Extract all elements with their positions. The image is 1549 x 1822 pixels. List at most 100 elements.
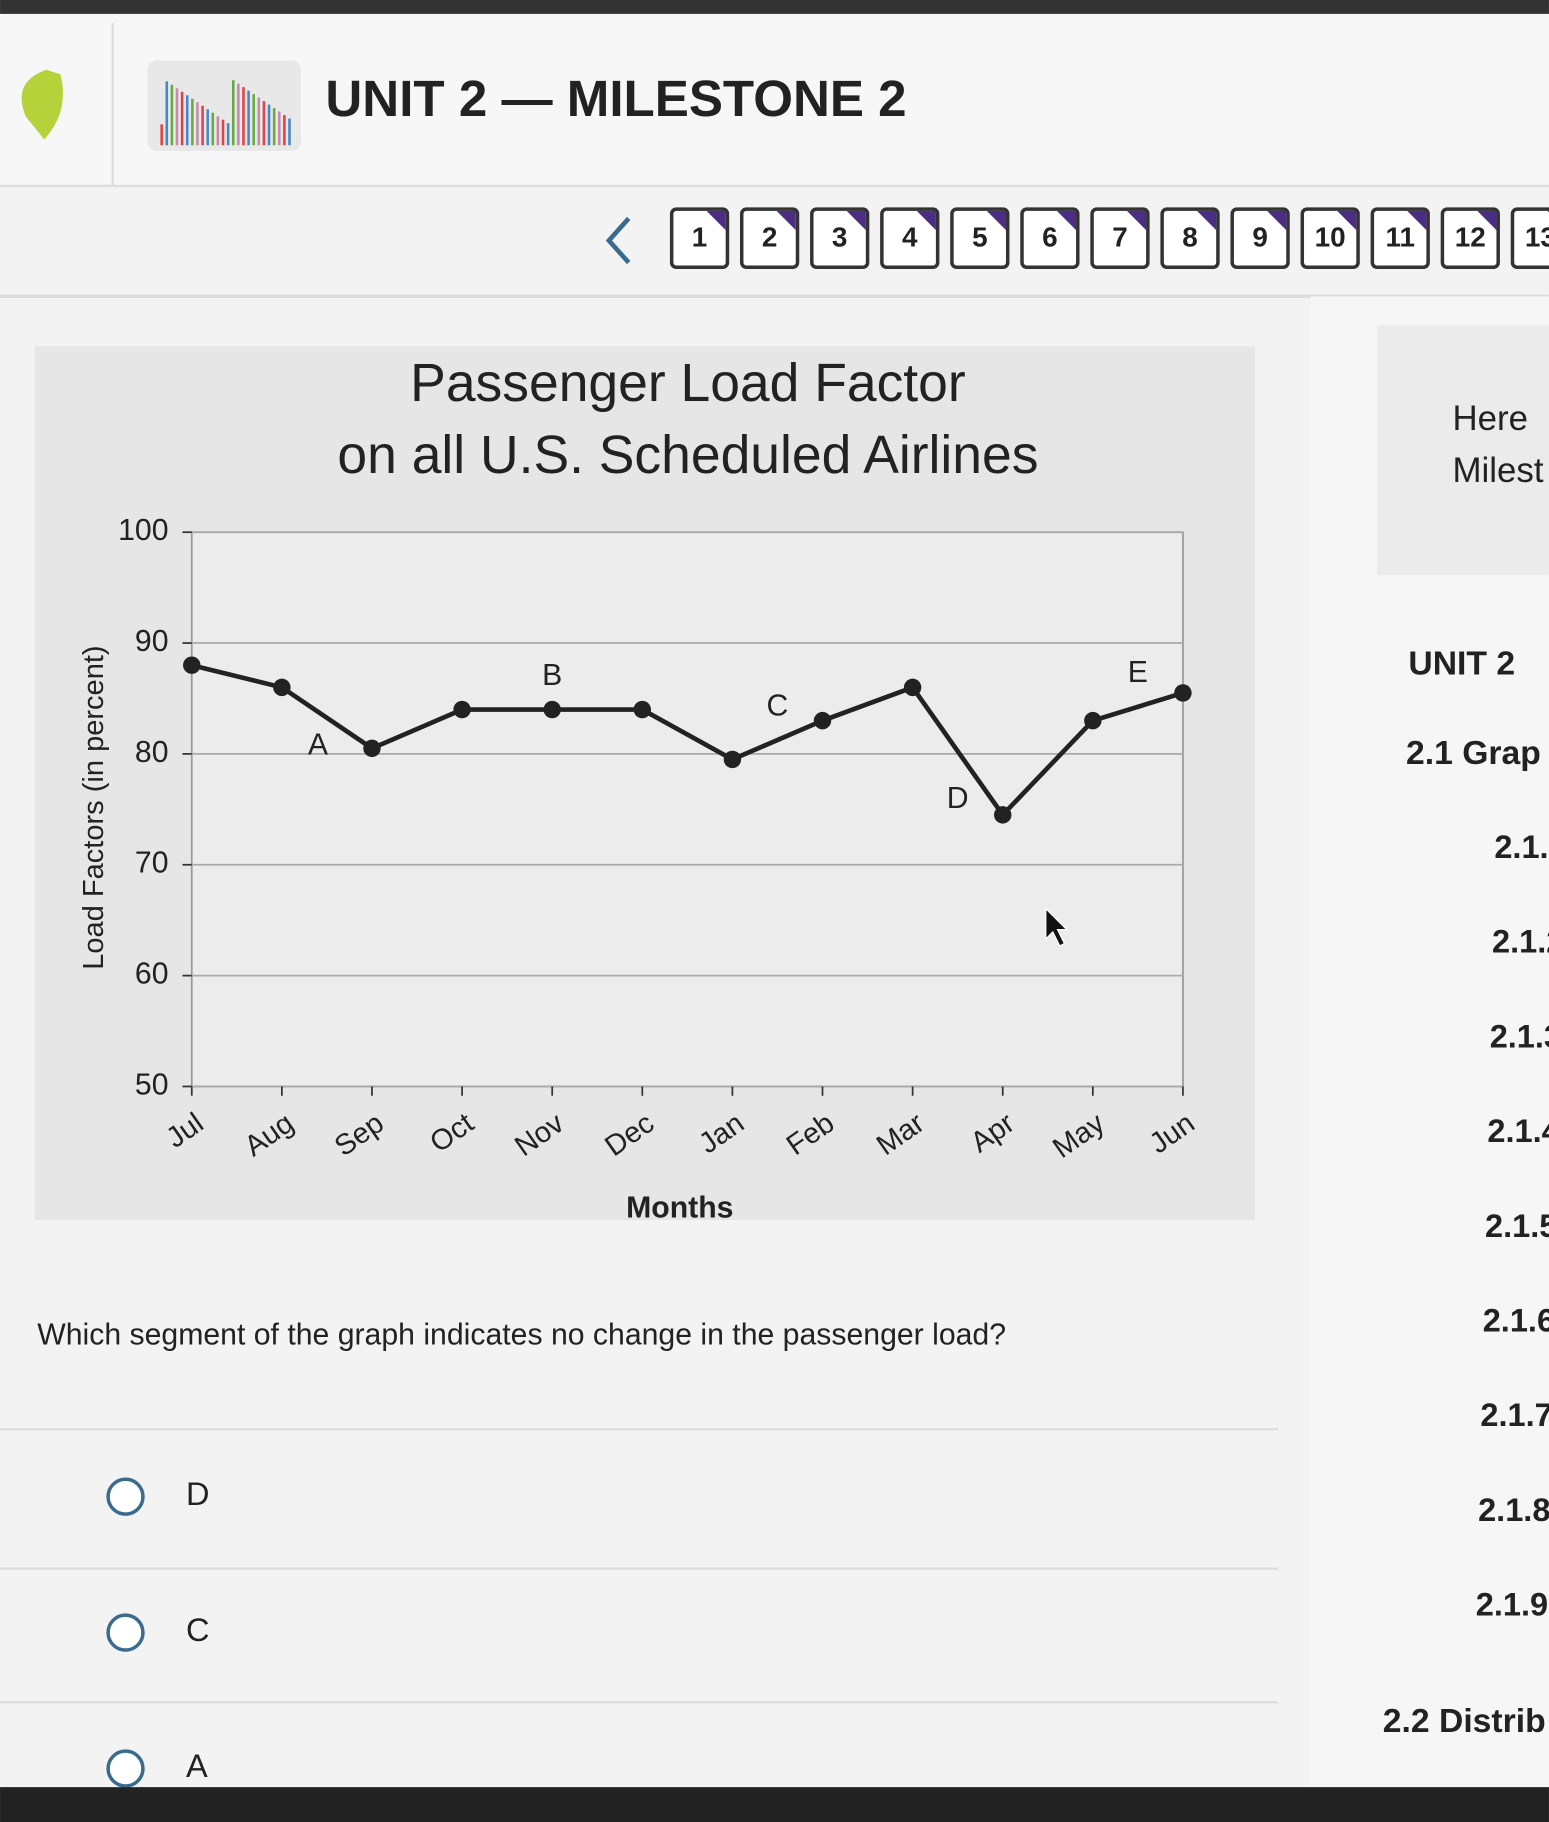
icon-bar bbox=[272, 108, 276, 146]
page-number: 5 bbox=[972, 222, 988, 253]
subsection-link[interactable]: 2.1.8 bbox=[1478, 1492, 1549, 1528]
page-button[interactable]: 2 bbox=[739, 207, 800, 270]
plot-area bbox=[190, 531, 1184, 1088]
data-point bbox=[723, 750, 742, 769]
subsection-link[interactable]: 2.1.7 bbox=[1480, 1397, 1549, 1433]
icon-bar bbox=[216, 116, 220, 146]
chart-subtitle: on all U.S. Scheduled Airlines bbox=[337, 426, 1038, 485]
page-button[interactable]: 9 bbox=[1230, 207, 1290, 270]
page-button[interactable]: 4 bbox=[880, 207, 940, 270]
page-button[interactable]: 7 bbox=[1090, 207, 1150, 270]
option-label: D bbox=[186, 1476, 209, 1512]
data-point bbox=[813, 711, 832, 730]
segment-label: A bbox=[308, 729, 329, 762]
data-point bbox=[273, 678, 291, 697]
page-button[interactable]: 3 bbox=[810, 207, 870, 270]
icon-bar bbox=[165, 81, 169, 146]
data-line bbox=[191, 662, 1184, 819]
sidebar-intro-box bbox=[1376, 325, 1549, 576]
data-point bbox=[1174, 684, 1192, 702]
subsection-link[interactable]: 2.1.6 bbox=[1483, 1303, 1549, 1339]
icon-bar bbox=[242, 87, 245, 146]
page-box bbox=[950, 207, 1010, 270]
x-axis-label: Months bbox=[626, 1192, 733, 1225]
icon-bar bbox=[170, 84, 174, 146]
page-number: 2 bbox=[762, 222, 778, 253]
subsection-link[interactable]: 2.1.9 bbox=[1476, 1587, 1548, 1623]
subsection-link[interactable]: 2.1.1 bbox=[1494, 829, 1549, 865]
subsection-link[interactable]: 2.1.2 bbox=[1492, 924, 1549, 960]
page-button[interactable]: 10 bbox=[1300, 207, 1360, 270]
segment-label: C bbox=[767, 689, 789, 722]
data-point bbox=[633, 700, 652, 719]
page-number: 12 bbox=[1455, 222, 1486, 253]
icon-bar bbox=[226, 123, 230, 146]
icon-bar bbox=[180, 91, 184, 146]
page-button[interactable]: 13 bbox=[1510, 207, 1549, 269]
option[interactable]: C bbox=[106, 1612, 209, 1652]
cursor bbox=[1045, 907, 1069, 947]
icon-bar bbox=[191, 98, 194, 146]
page-button[interactable]: 5 bbox=[950, 207, 1010, 270]
section-link[interactable]: 2.2 Distrib bbox=[1383, 1703, 1546, 1740]
page-button[interactable]: 11 bbox=[1370, 207, 1430, 270]
icon-bar bbox=[252, 94, 255, 146]
subsection-link[interactable]: 2.1.5 bbox=[1485, 1208, 1549, 1244]
top-bezel bbox=[0, 0, 1549, 14]
y-tick-label: 90 bbox=[135, 625, 169, 658]
nav: 12345678910111213 bbox=[669, 207, 1549, 270]
intro-text: Milest bbox=[1453, 451, 1544, 490]
icon-bar bbox=[185, 95, 189, 146]
radio bbox=[106, 1477, 145, 1516]
page-box bbox=[1440, 207, 1500, 270]
y-tick-label: 50 bbox=[135, 1068, 169, 1101]
radio bbox=[106, 1613, 145, 1652]
icon-bar bbox=[211, 112, 215, 146]
icon-bar bbox=[283, 115, 286, 146]
prev-button[interactable] bbox=[605, 216, 631, 265]
subsection-link[interactable]: 2.1.3 bbox=[1490, 1018, 1549, 1054]
page-button[interactable]: 12 bbox=[1440, 207, 1500, 270]
option[interactable]: D bbox=[106, 1476, 209, 1516]
logo[interactable] bbox=[21, 69, 63, 140]
options: D C A bbox=[0, 1428, 1279, 1788]
icon-bar bbox=[201, 105, 204, 146]
page-button[interactable]: 8 bbox=[1160, 207, 1220, 270]
subsection-link[interactable]: 2.1.4 bbox=[1487, 1113, 1549, 1149]
icon-bar bbox=[257, 97, 261, 146]
y-axis-label: Load Factors (in percent) bbox=[78, 645, 110, 969]
page-number: 4 bbox=[902, 222, 918, 253]
y-tick-label: 60 bbox=[135, 958, 169, 991]
icon-bar bbox=[196, 102, 199, 146]
page-box bbox=[1510, 207, 1549, 269]
data-point bbox=[903, 678, 922, 697]
segment-label: E bbox=[1128, 656, 1148, 689]
question-text: Which segment of the graph indicates no … bbox=[37, 1318, 1006, 1351]
page-number: 13 bbox=[1525, 222, 1549, 253]
radio bbox=[106, 1749, 145, 1788]
option[interactable]: A bbox=[106, 1748, 208, 1788]
page-box bbox=[1160, 207, 1220, 270]
data-point bbox=[453, 700, 471, 719]
section-link[interactable]: 2.1 Grap bbox=[1406, 735, 1541, 772]
y-tick-label: 70 bbox=[135, 847, 169, 880]
page-number: 11 bbox=[1385, 222, 1414, 253]
page-button[interactable]: 1 bbox=[669, 207, 730, 270]
sidebar-content: Here Milest UNIT 2 2.1 Grap 2.1.1 2.1.2 2.1.3 2… bbox=[1383, 399, 1549, 1740]
icon-bar bbox=[160, 124, 163, 146]
page-box bbox=[669, 207, 730, 270]
icon-bar bbox=[206, 109, 209, 146]
data-point bbox=[183, 656, 201, 674]
page-box bbox=[1020, 207, 1080, 270]
data-point bbox=[994, 806, 1012, 824]
page-box bbox=[1300, 207, 1360, 270]
option-label: C bbox=[186, 1612, 209, 1648]
page-box bbox=[1370, 207, 1430, 270]
option-label: A bbox=[186, 1748, 208, 1784]
page-number: 7 bbox=[1112, 222, 1128, 253]
page-box bbox=[810, 207, 870, 270]
page-button[interactable]: 6 bbox=[1020, 207, 1080, 270]
segment-label: D bbox=[947, 782, 969, 815]
